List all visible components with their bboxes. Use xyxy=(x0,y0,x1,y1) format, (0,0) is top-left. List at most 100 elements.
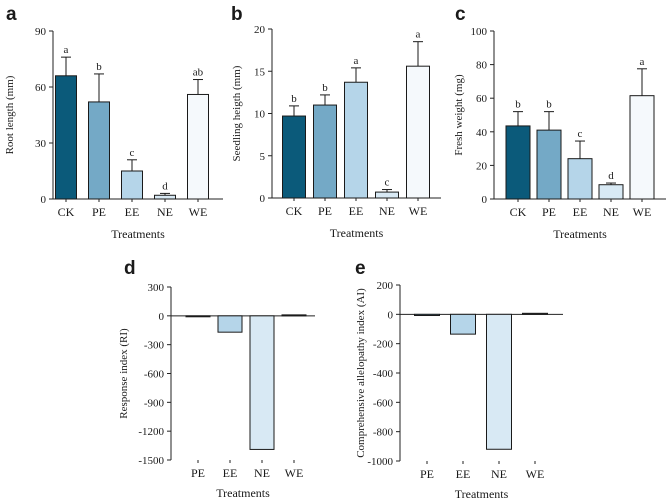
panel-c-letter: c xyxy=(455,4,466,25)
panel-a-bar-NE xyxy=(154,194,176,200)
panel-a-bar-EE xyxy=(121,170,143,200)
panel-c-ytick-label-0: 0 xyxy=(482,194,488,206)
panel-a-ytick-label-1: 30 xyxy=(35,138,47,150)
panel-b-sig-PE: b xyxy=(322,82,328,94)
panel-b-sig-EE: a xyxy=(354,55,359,67)
panel-c-ylabel: Fresh weight (mg) xyxy=(453,74,465,156)
panel-e-ylabel: Comprehensive allelopathy index (AI) xyxy=(355,288,367,458)
panel-a-bar-CK xyxy=(55,75,77,200)
panel-a-sig-EE: c xyxy=(130,147,135,159)
panel-e-ytick-label-5: 0 xyxy=(388,309,394,321)
panel-d-ytick-label-6: 300 xyxy=(148,282,165,294)
panel-b-category-WE: WE xyxy=(409,204,428,218)
panel-a-sig-WE: ab xyxy=(193,67,204,79)
panel-e-category-WE: WE xyxy=(526,467,545,481)
panel-e-ytick-label-4: -200 xyxy=(373,339,394,351)
panel-d-category-EE: EE xyxy=(223,466,238,480)
panel-a-sig-CK: a xyxy=(64,44,69,56)
panel-a-ylabel: Root length (mm) xyxy=(4,75,16,154)
panel-b-sig-CK: b xyxy=(291,93,297,105)
panel-d-ytick-label-2: -900 xyxy=(144,397,165,409)
panel-d-xlabel: Treatments xyxy=(216,486,270,500)
panel-c-category-EE: EE xyxy=(573,205,588,219)
panel-b-ytick-label-0: 0 xyxy=(260,193,266,205)
panel-c-bar-EE xyxy=(567,158,593,200)
panel-a-category-PE: PE xyxy=(92,205,106,219)
panel-e-bar-NE xyxy=(486,313,512,450)
panel-b-xlabel: Treatments xyxy=(330,226,384,240)
panel-c-xlabel: Treatments xyxy=(553,227,607,241)
panel-b-bar-CK xyxy=(282,115,306,199)
panel-b-ytick-label-1: 5 xyxy=(260,151,266,163)
panel-b-bar-PE xyxy=(313,104,337,199)
panel-c-sig-NE: d xyxy=(608,170,614,182)
panel-e-category-PE: PE xyxy=(420,467,434,481)
panel-e-category-EE: EE xyxy=(456,467,471,481)
panel-c-bar-CK xyxy=(505,125,531,200)
panel-b-ytick-label-3: 15 xyxy=(254,66,266,78)
panel-a-category-EE: EE xyxy=(125,205,140,219)
panel-e-ytick-label-2: -600 xyxy=(373,397,394,409)
panel-b-category-PE: PE xyxy=(318,204,332,218)
panel-d-ytick-label-3: -600 xyxy=(144,369,165,381)
panel-b-ytick-label-4: 20 xyxy=(254,24,266,36)
panel-d-letter: d xyxy=(124,258,136,279)
panel-c-sig-WE: a xyxy=(640,56,645,68)
panel-e-xlabel: Treatments xyxy=(455,487,509,501)
panel-d-category-NE: NE xyxy=(254,466,270,480)
panel-d-bar-WE xyxy=(281,314,307,317)
panel-c-ytick-label-3: 60 xyxy=(476,93,488,105)
panel-d-ytick-label-5: 0 xyxy=(159,311,165,323)
panel-c-ytick-label-4: 80 xyxy=(476,60,488,72)
panel-a-ytick-label-0: 0 xyxy=(41,194,47,206)
panel-e-ytick-label-1: -800 xyxy=(373,427,394,439)
panel-a-xlabel: Treatments xyxy=(111,227,165,241)
panel-c-ytick-label-5: 100 xyxy=(471,26,488,38)
panel-a-ytick-label-2: 60 xyxy=(35,82,47,94)
panel-d-category-PE: PE xyxy=(191,466,205,480)
panel-e-category-NE: NE xyxy=(491,467,507,481)
panel-d-category-WE: WE xyxy=(285,466,304,480)
panel-e-ytick-label-6: 200 xyxy=(377,280,394,292)
panel-b-bar-WE xyxy=(406,65,430,199)
panel-b-sig-WE: a xyxy=(416,29,421,41)
panel-a-category-WE: WE xyxy=(189,205,208,219)
panel-d-ytick-label-1: -1200 xyxy=(138,426,164,438)
panel-c-category-CK: CK xyxy=(510,205,527,219)
panel-d-bar-NE xyxy=(249,315,275,450)
panel-d-bar-EE xyxy=(217,315,243,333)
panel-b-bar-NE xyxy=(375,191,399,199)
panel-b-category-EE: EE xyxy=(349,204,364,218)
panel-d-ytick-label-4: -300 xyxy=(144,340,165,352)
panel-a-ytick-label-3: 90 xyxy=(35,26,47,38)
panel-d-ytick-label-0: -1500 xyxy=(138,455,164,467)
panel-c-bar-WE xyxy=(629,95,655,200)
panel-e-bar-EE xyxy=(450,313,476,335)
panel-c-sig-CK: b xyxy=(515,99,521,111)
panel-c-category-NE: NE xyxy=(603,205,619,219)
panel-b-sig-NE: c xyxy=(385,177,390,189)
panel-a-category-CK: CK xyxy=(58,205,75,219)
panel-d-bar-PE xyxy=(185,315,211,318)
panel-b-letter: b xyxy=(231,4,243,25)
panel-b-category-CK: CK xyxy=(286,204,303,218)
panel-e-ytick-label-3: -400 xyxy=(373,368,394,380)
panel-a-bar-WE xyxy=(187,93,209,200)
panel-a-bar-PE xyxy=(88,101,110,200)
panel-b-bar-EE xyxy=(344,81,368,199)
panel-b-ytick-label-2: 10 xyxy=(254,109,266,121)
panel-c-sig-PE: b xyxy=(546,99,552,111)
panel-e-letter: e xyxy=(355,258,366,279)
panel-a-sig-NE: d xyxy=(162,180,168,192)
panel-b-category-NE: NE xyxy=(379,204,395,218)
panel-a-category-NE: NE xyxy=(157,205,173,219)
panel-a-letter: a xyxy=(6,4,17,25)
panel-c-category-PE: PE xyxy=(542,205,556,219)
panel-c-bar-PE xyxy=(536,129,562,200)
panel-d-ylabel: Response index (RI) xyxy=(118,328,130,419)
panel-a-sig-PE: b xyxy=(96,61,102,73)
panel-b-ylabel: Seedling heigth (mm) xyxy=(231,65,243,161)
panel-c-bar-NE xyxy=(598,184,624,200)
panel-c-ytick-label-1: 20 xyxy=(476,160,488,172)
